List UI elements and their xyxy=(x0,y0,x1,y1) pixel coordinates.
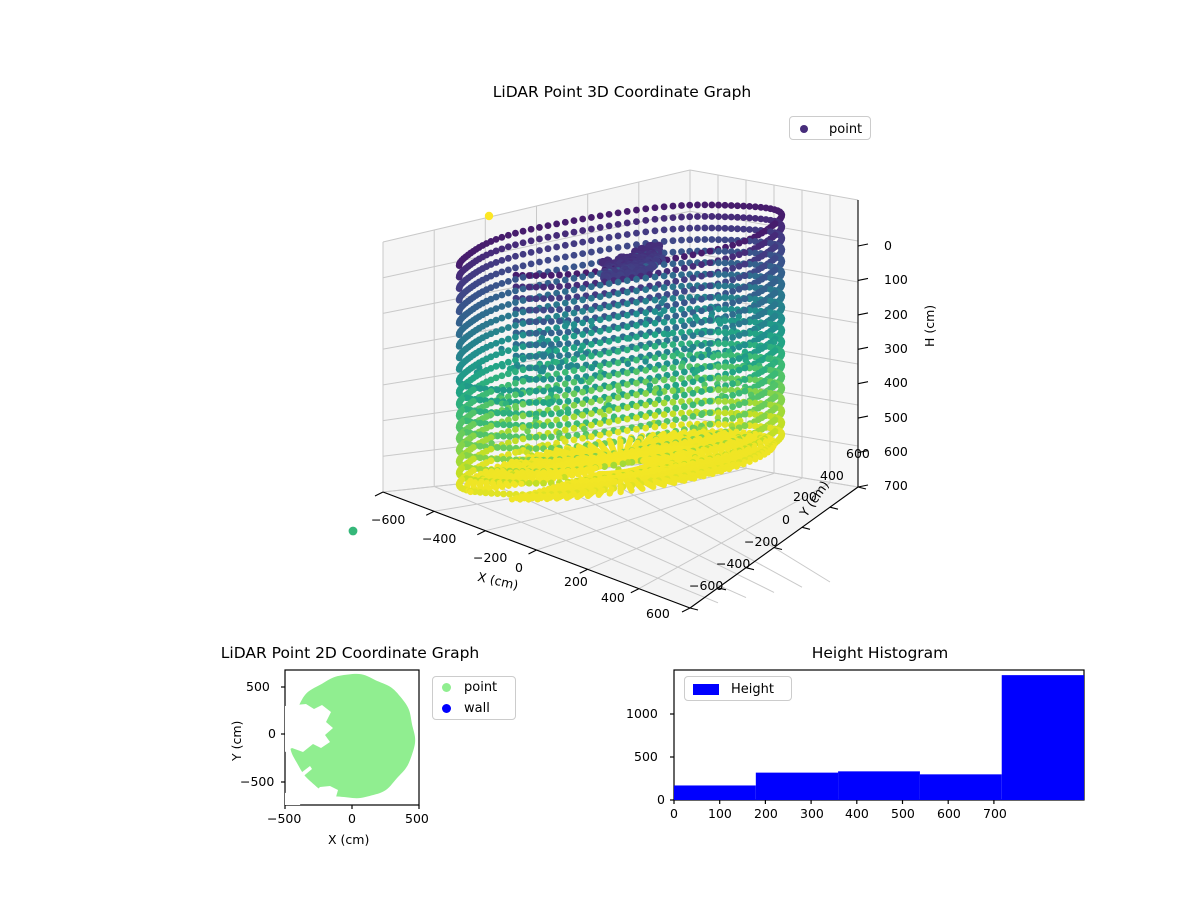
xtickhist-100: 100 xyxy=(708,808,732,821)
xtickhist-200: 200 xyxy=(754,808,778,821)
histogram-bar xyxy=(1002,675,1084,800)
xtickhist-300: 300 xyxy=(800,808,824,821)
ytickhist-500: 500 xyxy=(634,751,658,764)
ytickhist-1000: 1000 xyxy=(626,708,658,721)
legend-item-height[interactable]: Height xyxy=(685,677,791,702)
xtickhist-400: 400 xyxy=(845,808,869,821)
height-swatch-icon xyxy=(693,684,719,695)
xtickhist-500: 500 xyxy=(891,808,915,821)
matplotlib-figure: LiDAR Point 3D Coordinate Graph xyxy=(0,0,1200,900)
histogram-bar xyxy=(756,773,838,800)
histogram-bar xyxy=(674,785,756,800)
legend-hist[interactable]: Height xyxy=(684,676,792,701)
xtickhist-600: 600 xyxy=(937,808,961,821)
xtickhist-0: 0 xyxy=(670,808,678,821)
xtickhist-700: 700 xyxy=(983,808,1007,821)
panel-hist-canvas xyxy=(0,0,1200,900)
legend-label-height: Height xyxy=(731,682,774,697)
histogram-bar xyxy=(920,774,1002,800)
ytickhist-0: 0 xyxy=(657,794,665,807)
histogram-bar xyxy=(838,771,920,800)
